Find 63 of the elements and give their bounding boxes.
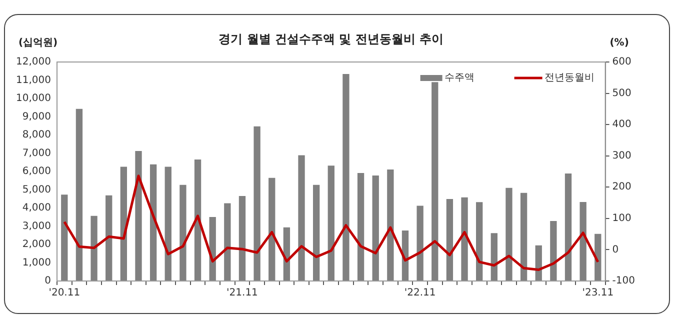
y2-tick-label: 500 [612, 88, 632, 99]
y2-tick-label: -100 [612, 276, 636, 287]
bar [476, 202, 483, 280]
bar [550, 220, 557, 280]
y2-tick-label: 0 [612, 244, 619, 256]
bar [342, 74, 350, 280]
bar [224, 203, 231, 280]
bar [61, 194, 68, 280]
bar [135, 151, 142, 280]
bar [328, 166, 334, 280]
bar [298, 155, 305, 280]
chart-title: 경기 월별 건설수주액 및 전년동월비 추이 [218, 32, 444, 46]
bar [150, 164, 157, 280]
y-tick-label: 0 [44, 276, 51, 287]
x-tick-label: '20.11 [48, 288, 80, 299]
bar [106, 195, 112, 280]
bar [580, 202, 586, 280]
bar [416, 206, 424, 280]
y2-tick-label: 200 [612, 182, 632, 193]
y2-tick-label: 600 [612, 56, 632, 68]
y2-tick-label: 300 [612, 150, 632, 162]
y-tick-label: 6,000 [22, 166, 51, 178]
bar [594, 234, 602, 280]
y2-axis-title: (%) [610, 38, 629, 49]
bar [268, 178, 276, 280]
y-tick-label: 12,000 [16, 56, 51, 68]
bar [387, 169, 394, 280]
y-axis-title: (십억원) [18, 38, 58, 49]
bar [506, 188, 512, 280]
bar [120, 166, 128, 280]
y-tick-label: 4,000 [22, 202, 51, 214]
legend-label: 전년동월비 [544, 72, 594, 84]
y-tick-label: 5,000 [22, 184, 51, 196]
bar [490, 233, 498, 280]
bar [254, 126, 260, 280]
y-tick-label: 1,000 [22, 257, 51, 268]
bar [564, 174, 572, 280]
x-tick-label: '21.11 [226, 288, 258, 299]
bar [238, 196, 246, 280]
y-tick-label: 11,000 [16, 74, 51, 86]
bar [194, 159, 202, 280]
bar [461, 197, 468, 280]
bar [357, 172, 364, 280]
bar [76, 108, 83, 280]
bar [164, 166, 172, 280]
y2-tick-label: 400 [612, 119, 632, 130]
y2-tick-label: 100 [612, 213, 632, 224]
y-tick-label: 8,000 [22, 130, 51, 141]
bar [446, 199, 454, 280]
x-tick-label: '22.11 [404, 288, 436, 299]
legend-label: 수주액 [444, 72, 474, 84]
bar [90, 216, 98, 280]
y-tick-label: 10,000 [16, 93, 51, 104]
y-tick-label: 2,000 [22, 239, 51, 250]
bar [180, 184, 186, 280]
bar [312, 184, 320, 280]
bar [520, 192, 528, 280]
y-tick-label: 9,000 [22, 111, 51, 122]
y-tick-label: 7,000 [22, 148, 51, 159]
bar [372, 176, 379, 280]
y-tick-label: 3,000 [22, 220, 51, 232]
bar [535, 245, 542, 280]
x-tick-label: '23.11 [582, 288, 614, 299]
